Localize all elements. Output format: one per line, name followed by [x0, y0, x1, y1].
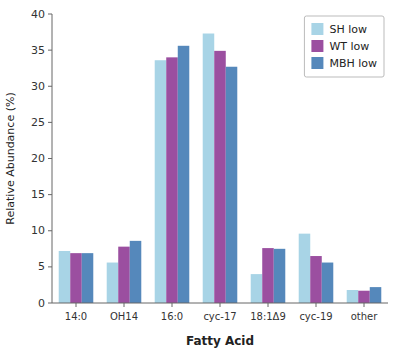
- legend-label: SH low: [329, 23, 367, 36]
- bar: [370, 287, 382, 303]
- y-tick-label: 15: [31, 188, 45, 201]
- bar: [299, 234, 311, 303]
- legend-swatch: [311, 40, 323, 52]
- x-tick-label: 14:0: [65, 311, 87, 322]
- x-tick-label: cyc-19: [299, 311, 332, 322]
- bar: [251, 274, 263, 303]
- x-tick: [220, 303, 221, 307]
- x-tick-label: OH14: [110, 311, 138, 322]
- y-tick: [48, 194, 52, 195]
- bar: [70, 253, 82, 303]
- y-tick: [48, 122, 52, 123]
- y-tick: [48, 158, 52, 159]
- bar: [203, 34, 215, 303]
- x-tick-label: 18:1Δ9: [250, 311, 286, 322]
- x-tick: [268, 303, 269, 307]
- legend-label: MBH low: [329, 57, 377, 70]
- x-tick: [364, 303, 365, 307]
- y-tick-label: 5: [38, 260, 45, 273]
- bar: [178, 46, 190, 303]
- legend-box: [304, 16, 384, 77]
- y-tick-label: 10: [31, 224, 45, 237]
- y-axis-label: Relative Abundance (%): [4, 92, 17, 224]
- x-tick-label: 16:0: [161, 311, 183, 322]
- x-axis-label: Fatty Acid: [186, 334, 254, 348]
- y-tick-label: 25: [31, 116, 45, 129]
- y-tick: [48, 86, 52, 87]
- legend-swatch: [311, 23, 323, 35]
- y-tick: [48, 230, 52, 231]
- x-tick-label: cyc-17: [203, 311, 236, 322]
- y-tick-label: 20: [31, 152, 45, 165]
- x-tick: [76, 303, 77, 307]
- bar: [358, 291, 370, 303]
- bar: [322, 263, 334, 303]
- bar: [214, 51, 226, 303]
- bar: [118, 247, 130, 303]
- y-tick-label: 30: [31, 80, 45, 93]
- y-tick: [48, 266, 52, 267]
- bar: [130, 241, 142, 303]
- bar: [310, 256, 322, 303]
- bar: [347, 290, 359, 303]
- x-tick: [316, 303, 317, 307]
- y-tick-label: 40: [31, 8, 45, 21]
- chart: 0 5 10 15 20 25 30 35 40 14:0 OH14 16:0 cyc-17 18:1Δ9…: [0, 0, 400, 359]
- y-tick: [48, 14, 52, 15]
- y-tick-label: 0: [38, 297, 45, 310]
- legend-swatch: [311, 57, 323, 69]
- bar: [262, 248, 274, 303]
- bar: [155, 60, 167, 303]
- bar: [274, 249, 286, 303]
- legend: SH low WT low MBH low: [304, 16, 384, 77]
- y-tick: [48, 303, 52, 304]
- legend-label: WT low: [329, 40, 369, 53]
- bar: [107, 263, 119, 303]
- x-tick: [124, 303, 125, 307]
- x-tick-label: other: [351, 311, 379, 322]
- bar: [226, 67, 238, 303]
- y-tick-label: 35: [31, 44, 45, 57]
- x-tick: [172, 303, 173, 307]
- bar: [82, 253, 94, 303]
- bar: [166, 57, 178, 303]
- bar: [59, 251, 71, 303]
- y-tick: [48, 50, 52, 51]
